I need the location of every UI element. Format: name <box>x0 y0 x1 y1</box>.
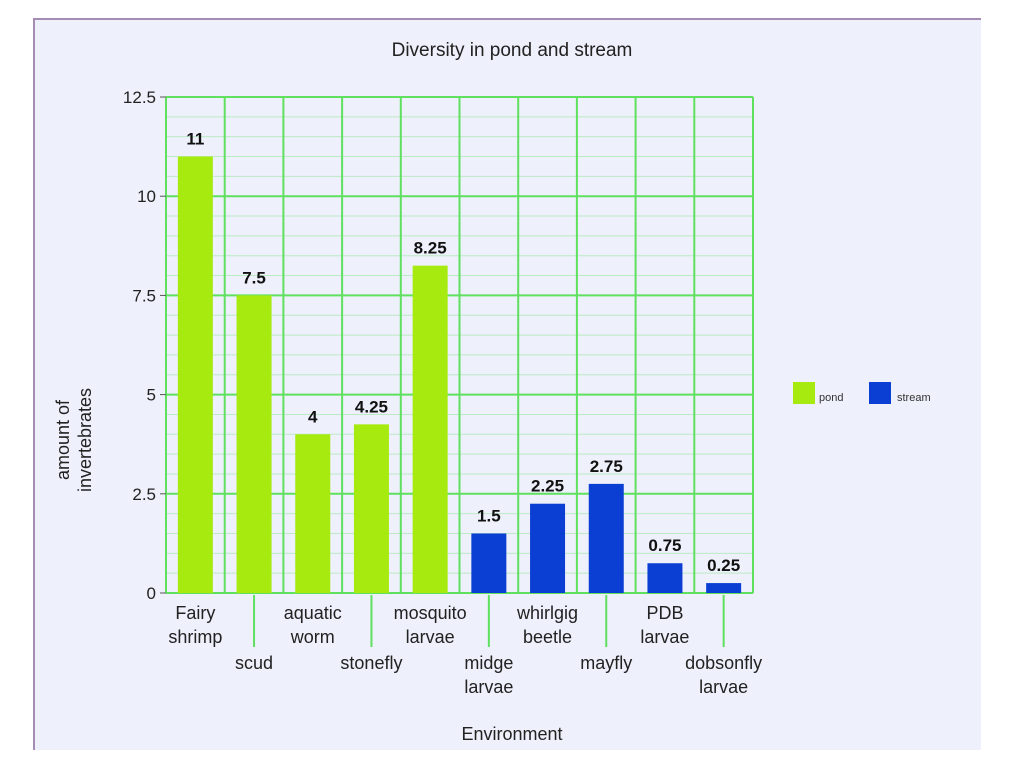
category-label: midge <box>464 653 513 673</box>
data-label: 4 <box>308 407 318 426</box>
y-tick-label: 2.5 <box>132 485 156 504</box>
y-tick-label: 7.5 <box>132 286 156 305</box>
x-axis-label: Environment <box>461 724 562 744</box>
bar-pond <box>412 265 448 593</box>
y-tick-label: 5 <box>147 386 156 405</box>
category-label: Fairy <box>175 603 215 623</box>
y-axis-label-line-1: amount of <box>53 399 73 480</box>
bars <box>177 156 742 593</box>
category-label: larvae <box>464 677 513 697</box>
bar-pond <box>353 424 389 593</box>
bar-pond <box>295 434 331 593</box>
data-label: 4.25 <box>355 397 388 416</box>
chart-panel: 11 7.5 4 4.25 8.25 1.5 2.25 2.75 0.75 0.25 0 2.5 5 7… <box>33 18 981 750</box>
data-label: 2.75 <box>590 457 623 476</box>
category-label: whirlgig <box>516 603 578 623</box>
bar-stream <box>588 483 624 593</box>
legend-swatch-stream <box>869 382 891 404</box>
bar-pond <box>177 156 213 593</box>
category-label: shrimp <box>168 627 222 647</box>
data-labels: 11 7.5 4 4.25 8.25 1.5 2.25 2.75 0.75 0.25 <box>186 130 740 576</box>
category-label: aquatic <box>284 603 342 623</box>
category-label: larvae <box>699 677 748 697</box>
legend-label-pond: pond <box>819 392 843 404</box>
legend-label-stream: stream <box>897 392 931 404</box>
data-label: 0.75 <box>648 536 681 555</box>
bar-pond <box>236 295 272 593</box>
category-label: mosquito <box>394 603 467 623</box>
y-tick-label: 10 <box>137 187 156 206</box>
y-axis-label: amount of invertebrates <box>53 388 95 492</box>
data-label: 1.5 <box>477 506 501 525</box>
y-tick-label: 12.5 <box>123 88 156 107</box>
category-label: worm <box>290 627 335 647</box>
data-label: 11 <box>186 130 204 149</box>
category-label: PDB <box>646 603 683 623</box>
category-label: larvae <box>406 627 455 647</box>
category-label: stonefly <box>340 653 402 673</box>
chart-title: Diversity in pond and stream <box>392 40 633 61</box>
data-label: 2.25 <box>531 477 564 496</box>
data-label: 8.25 <box>414 239 447 258</box>
y-ticks: 0 2.5 5 7.5 10 12.5 <box>123 88 166 603</box>
data-label: 7.5 <box>242 268 266 287</box>
bar-stream <box>530 503 566 593</box>
bar-chart: 11 7.5 4 4.25 8.25 1.5 2.25 2.75 0.75 0.25 0 2.5 5 7… <box>53 40 931 744</box>
category-label: mayfly <box>580 653 632 673</box>
y-axis-label-line-2: invertebrates <box>75 388 95 492</box>
category-label: beetle <box>523 627 572 647</box>
bar-stream <box>647 563 683 593</box>
y-tick-label: 0 <box>147 584 156 603</box>
legend: pond stream <box>793 382 931 404</box>
category-label: larvae <box>640 627 689 647</box>
bar-stream <box>471 533 507 593</box>
bar-stream <box>706 583 742 593</box>
category-label: dobsonfly <box>685 653 762 673</box>
legend-swatch-pond <box>793 382 815 404</box>
data-label: 0.25 <box>707 556 740 575</box>
category-label: scud <box>235 653 273 673</box>
